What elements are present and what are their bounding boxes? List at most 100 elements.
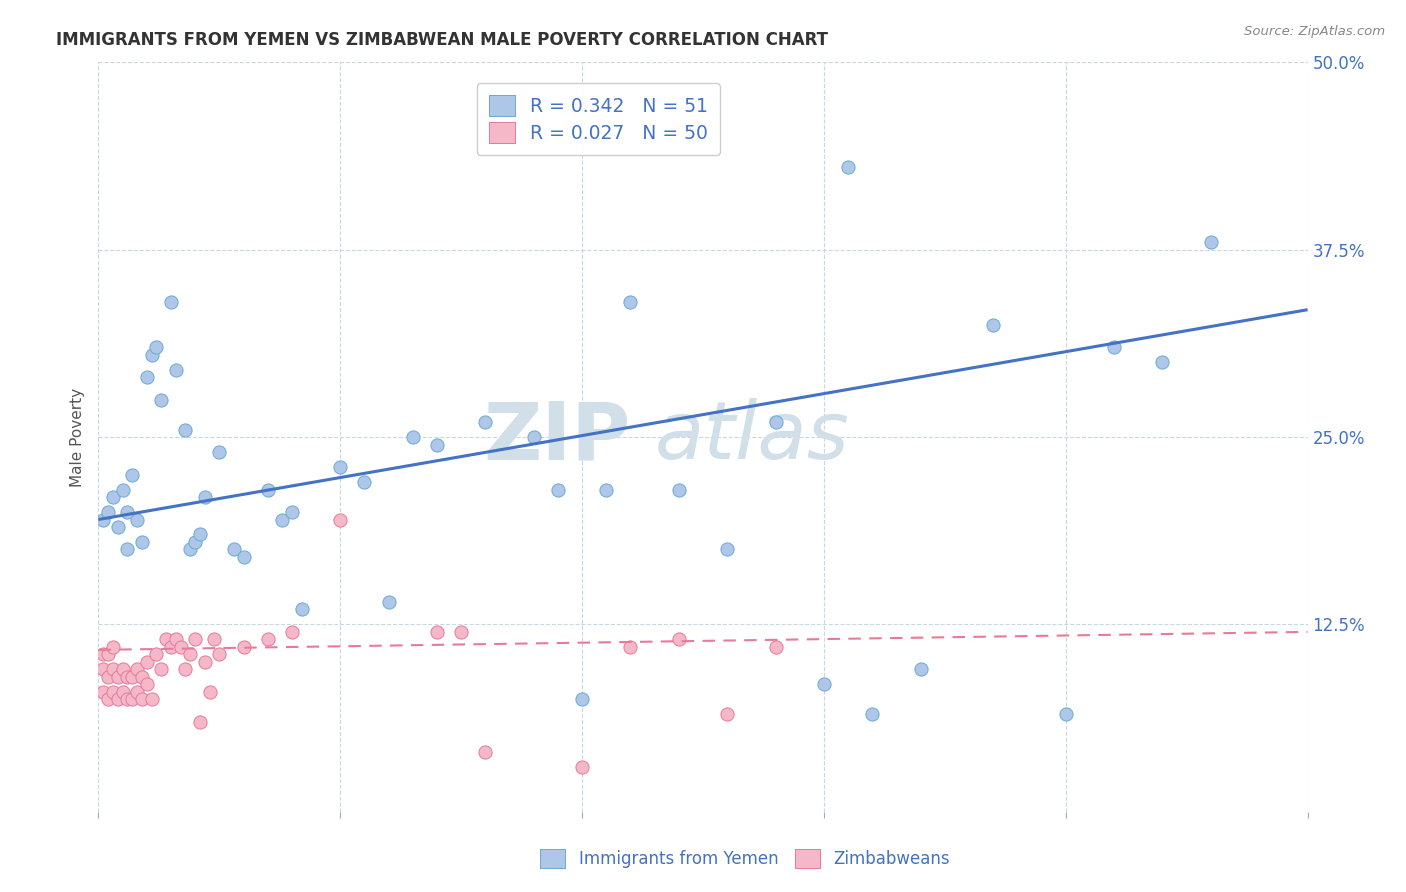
Point [353, 475, 375, 489]
Point [91, 512, 114, 526]
Point [1102, 340, 1125, 354]
Point [716, 707, 738, 722]
Point [765, 640, 787, 654]
Point [329, 512, 352, 526]
Point [111, 483, 134, 497]
Point [141, 692, 163, 706]
Point [121, 467, 143, 482]
Point [860, 707, 883, 722]
Point [179, 542, 201, 557]
Point [910, 662, 932, 676]
Point [571, 692, 593, 706]
Point [160, 295, 183, 310]
Point [131, 535, 153, 549]
Point [1152, 355, 1174, 369]
Point [281, 624, 304, 639]
Point [377, 595, 399, 609]
Point [131, 670, 153, 684]
Point [813, 677, 835, 691]
Point [271, 512, 294, 526]
Point [619, 295, 641, 310]
Point [121, 670, 143, 684]
Text: IMMIGRANTS FROM YEMEN VS ZIMBABWEAN MALE POVERTY CORRELATION CHART: IMMIGRANTS FROM YEMEN VS ZIMBABWEAN MALE… [56, 31, 828, 49]
Point [194, 655, 217, 669]
Point [198, 685, 221, 699]
Point [329, 460, 352, 475]
Point [571, 760, 593, 774]
Point [1054, 707, 1077, 722]
Point [450, 624, 472, 639]
Point [595, 483, 617, 497]
Point [194, 490, 217, 504]
Point [174, 662, 197, 676]
Legend: R = 0.342   N = 51, R = 0.027   N = 50: R = 0.342 N = 51, R = 0.027 N = 50 [477, 83, 720, 155]
Point [188, 714, 211, 729]
Point [107, 692, 129, 706]
Point [402, 430, 425, 444]
Point [117, 670, 139, 684]
Point [426, 624, 449, 639]
Point [107, 670, 129, 684]
Point [97, 692, 120, 706]
Point [135, 677, 157, 691]
Point [117, 692, 139, 706]
Point [150, 392, 173, 407]
Text: Source: ZipAtlas.com: Source: ZipAtlas.com [1244, 25, 1385, 38]
Point [174, 423, 197, 437]
Point [169, 640, 191, 654]
Point [145, 648, 167, 662]
Legend: Immigrants from Yemen, Zimbabweans: Immigrants from Yemen, Zimbabweans [534, 843, 956, 875]
Point [222, 542, 245, 557]
Point [91, 662, 114, 676]
Point [474, 415, 496, 429]
Point [91, 685, 114, 699]
Point [111, 685, 134, 699]
Point [256, 483, 278, 497]
Point [165, 632, 187, 647]
Point [837, 161, 859, 175]
Point [127, 685, 149, 699]
Point [208, 445, 231, 459]
Point [117, 542, 139, 557]
Point [97, 505, 120, 519]
Point [127, 512, 149, 526]
Point [290, 602, 312, 616]
Point [97, 648, 120, 662]
Point [188, 527, 211, 541]
Point [208, 648, 231, 662]
Point [981, 318, 1004, 332]
Point [107, 520, 129, 534]
Point [232, 549, 254, 564]
Point [668, 632, 690, 647]
Point [127, 662, 149, 676]
Point [179, 648, 201, 662]
Point [150, 662, 173, 676]
Point [426, 437, 449, 451]
Point [523, 430, 546, 444]
Point [281, 505, 304, 519]
Point [101, 640, 124, 654]
Point [184, 535, 207, 549]
Point [141, 348, 163, 362]
Point [160, 640, 183, 654]
Point [184, 632, 207, 647]
Point [101, 685, 124, 699]
Point [256, 632, 278, 647]
Point [101, 490, 124, 504]
Point [619, 640, 641, 654]
Point [204, 632, 226, 647]
Text: ZIP: ZIP [484, 398, 630, 476]
Point [117, 505, 139, 519]
Point [145, 340, 167, 354]
Point [91, 648, 114, 662]
Point [1199, 235, 1222, 250]
Point [131, 692, 153, 706]
Point [765, 415, 787, 429]
Point [155, 632, 177, 647]
Y-axis label: Male Poverty: Male Poverty [70, 387, 86, 487]
Point [716, 542, 738, 557]
Point [668, 483, 690, 497]
Point [165, 362, 187, 376]
Point [232, 640, 254, 654]
Text: atlas: atlas [655, 398, 849, 476]
